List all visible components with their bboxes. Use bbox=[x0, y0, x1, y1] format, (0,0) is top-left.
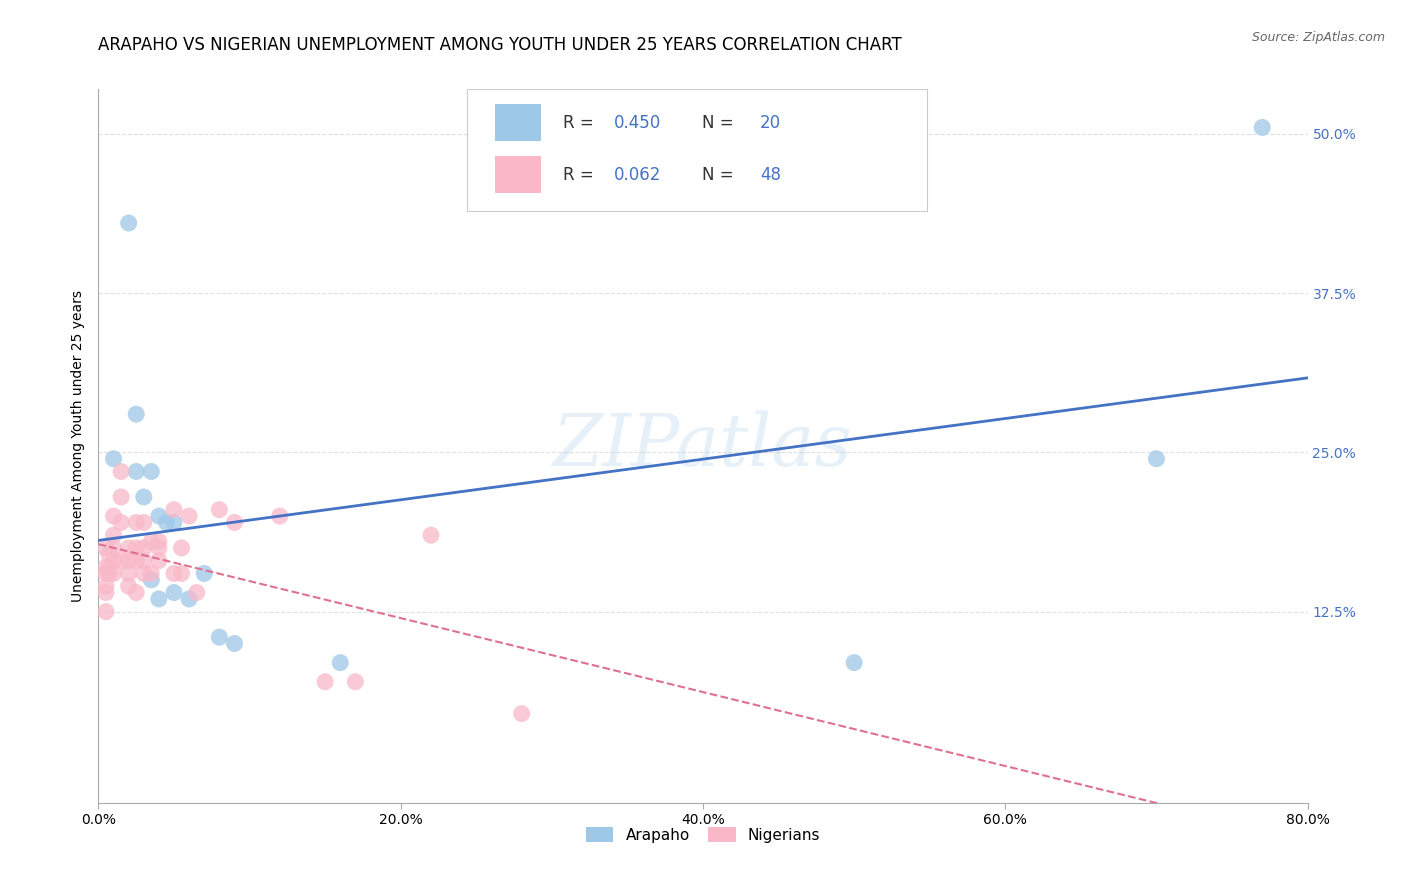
Point bbox=[132, 554, 155, 568]
Point bbox=[179, 591, 201, 606]
Text: Source: ZipAtlas.com: Source: ZipAtlas.com bbox=[1251, 31, 1385, 45]
Point bbox=[132, 541, 155, 555]
FancyBboxPatch shape bbox=[467, 89, 927, 211]
Text: N =: N = bbox=[702, 166, 738, 184]
Point bbox=[103, 566, 125, 581]
Point bbox=[132, 490, 155, 504]
Point bbox=[110, 490, 132, 504]
Point bbox=[103, 528, 125, 542]
Text: ARAPAHO VS NIGERIAN UNEMPLOYMENT AMONG YOUTH UNDER 25 YEARS CORRELATION CHART: ARAPAHO VS NIGERIAN UNEMPLOYMENT AMONG Y… bbox=[98, 36, 903, 54]
Point bbox=[141, 465, 163, 479]
Point bbox=[1144, 451, 1167, 466]
Point bbox=[125, 516, 148, 530]
Point bbox=[125, 541, 148, 555]
Point bbox=[110, 465, 132, 479]
Point bbox=[118, 541, 141, 555]
Point bbox=[170, 541, 193, 555]
Point bbox=[148, 534, 170, 549]
Point bbox=[224, 516, 246, 530]
Point bbox=[98, 566, 121, 581]
Point bbox=[103, 541, 125, 555]
Point bbox=[844, 656, 866, 670]
Point bbox=[98, 560, 121, 574]
Point bbox=[141, 573, 163, 587]
Point bbox=[148, 591, 170, 606]
Point bbox=[94, 585, 117, 599]
Point bbox=[103, 451, 125, 466]
Point bbox=[125, 585, 148, 599]
Point bbox=[148, 509, 170, 524]
FancyBboxPatch shape bbox=[495, 156, 541, 194]
Text: 48: 48 bbox=[759, 166, 780, 184]
Text: N =: N = bbox=[702, 114, 738, 132]
Point bbox=[148, 554, 170, 568]
Point bbox=[224, 636, 246, 650]
Point bbox=[141, 534, 163, 549]
Point bbox=[110, 516, 132, 530]
Point bbox=[208, 502, 231, 516]
Point bbox=[163, 566, 186, 581]
Point bbox=[118, 566, 141, 581]
FancyBboxPatch shape bbox=[495, 104, 541, 141]
Point bbox=[110, 554, 132, 568]
Point bbox=[186, 585, 208, 599]
Point bbox=[103, 554, 125, 568]
Point bbox=[103, 509, 125, 524]
Text: R =: R = bbox=[562, 114, 599, 132]
Point bbox=[148, 541, 170, 555]
Point bbox=[179, 509, 201, 524]
Point bbox=[118, 554, 141, 568]
Text: R =: R = bbox=[562, 166, 599, 184]
Point bbox=[94, 605, 117, 619]
Point bbox=[141, 566, 163, 581]
Point bbox=[163, 516, 186, 530]
Point bbox=[118, 579, 141, 593]
Point bbox=[94, 566, 117, 581]
Text: 20: 20 bbox=[759, 114, 780, 132]
Point bbox=[118, 216, 141, 230]
Y-axis label: Unemployment Among Youth under 25 years: Unemployment Among Youth under 25 years bbox=[72, 290, 86, 602]
Point bbox=[344, 674, 367, 689]
Text: 0.062: 0.062 bbox=[613, 166, 661, 184]
Legend: Arapaho, Nigerians: Arapaho, Nigerians bbox=[579, 821, 827, 848]
Text: 0.450: 0.450 bbox=[613, 114, 661, 132]
Point bbox=[329, 656, 352, 670]
Point bbox=[269, 509, 291, 524]
Text: ZIPatlas: ZIPatlas bbox=[553, 410, 853, 482]
Point bbox=[163, 502, 186, 516]
Point bbox=[193, 566, 215, 581]
Point bbox=[170, 566, 193, 581]
Point bbox=[125, 554, 148, 568]
Point bbox=[94, 541, 117, 555]
Point bbox=[98, 547, 121, 561]
Point bbox=[132, 566, 155, 581]
Point bbox=[1251, 120, 1274, 135]
Point bbox=[163, 585, 186, 599]
Point bbox=[94, 560, 117, 574]
Point bbox=[420, 528, 443, 542]
Point bbox=[208, 630, 231, 644]
Point bbox=[155, 516, 177, 530]
Point bbox=[94, 579, 117, 593]
Point bbox=[510, 706, 533, 721]
Point bbox=[125, 465, 148, 479]
Point bbox=[314, 674, 336, 689]
Point bbox=[132, 516, 155, 530]
Point bbox=[125, 407, 148, 421]
